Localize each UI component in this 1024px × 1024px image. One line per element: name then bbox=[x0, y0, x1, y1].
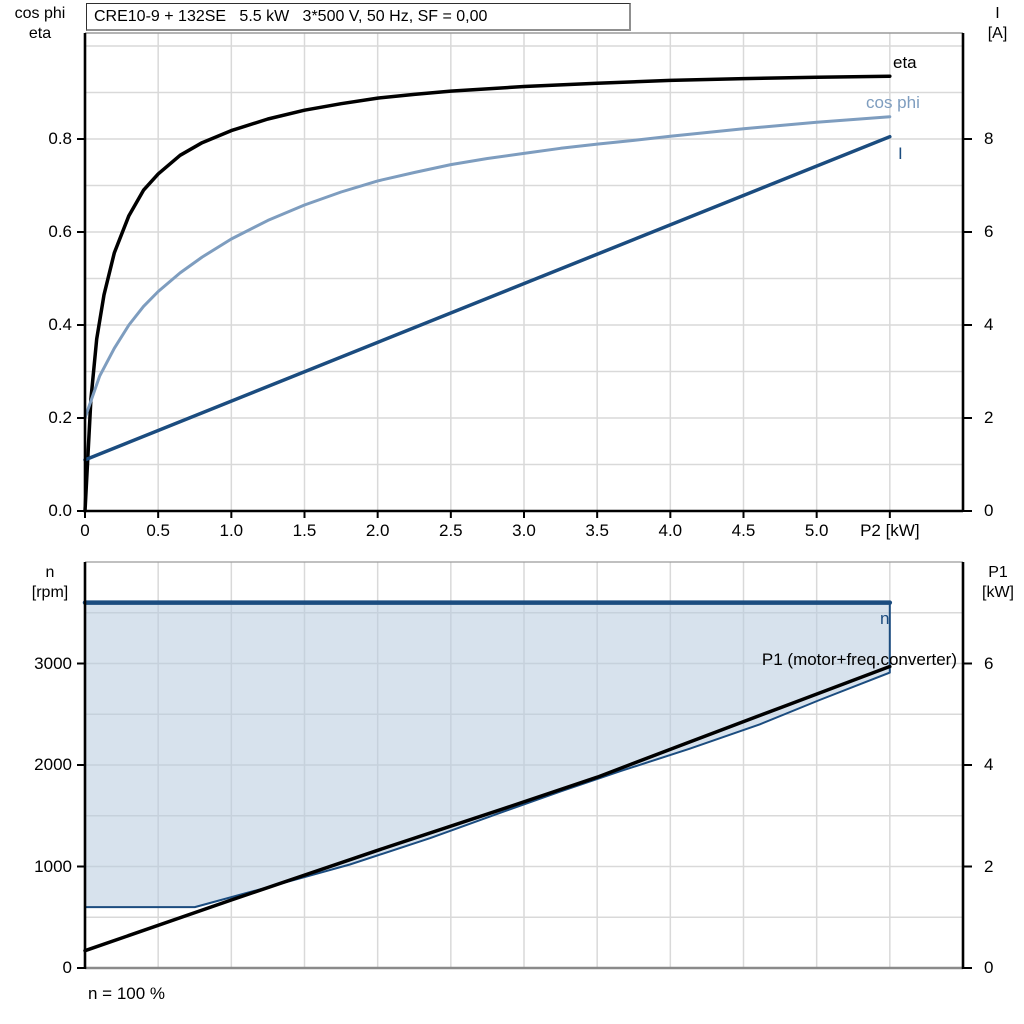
axis-label-p1-unit: [kW] bbox=[982, 584, 1014, 601]
top-x-axis-unit-label: P2 [kW] bbox=[860, 521, 920, 540]
axis-label-speed: n bbox=[45, 564, 55, 581]
curve-label-current: I bbox=[898, 144, 903, 163]
top-x-tick-label: 4.0 bbox=[658, 521, 683, 540]
curve-label-eta: eta bbox=[893, 53, 917, 72]
top-x-tick-label: 1.5 bbox=[292, 521, 317, 540]
top-curve-eta bbox=[83, 74, 892, 513]
axis-label-current-unit: [A] bbox=[987, 25, 1008, 42]
axis-label-cos-phi: cos phi bbox=[14, 5, 66, 22]
top-x-tick-label: 0.5 bbox=[146, 521, 170, 540]
top-y-left-tick-label: 0.8 bbox=[48, 129, 72, 148]
top-x-tick-label: 3.0 bbox=[512, 521, 536, 540]
top-y-right-tick-label: 8 bbox=[984, 129, 994, 148]
axis-label-current: I bbox=[995, 5, 1000, 22]
top-right-axis-label: I [A] bbox=[975, 4, 1020, 44]
top-x-tick-label: 4.5 bbox=[731, 521, 756, 540]
top-y-left-tick-label: 0.2 bbox=[48, 408, 72, 427]
top-left-axis-label: cos phi eta bbox=[8, 4, 72, 44]
top-y-right-tick-label: 0 bbox=[984, 501, 994, 520]
bottom-left-axis-label: n [rpm] bbox=[18, 563, 82, 603]
top-y-right-tick-label: 4 bbox=[984, 315, 994, 334]
axis-label-eta: eta bbox=[28, 25, 52, 42]
bottom-y-right-tick-label: 6 bbox=[984, 653, 994, 673]
axis-label-speed-unit: [rpm] bbox=[31, 584, 69, 601]
top-curve-i bbox=[83, 134, 892, 462]
top-x-tick-label: 3.5 bbox=[585, 521, 609, 540]
chart-title: CRE10-9 + 132SE 5.5 kW 3*500 V, 50 Hz, S… bbox=[94, 7, 488, 25]
curve-label-speed: n bbox=[880, 609, 890, 628]
top-x-tick-label: 0 bbox=[80, 521, 90, 540]
top-y-left-tick-label: 0.0 bbox=[48, 501, 72, 520]
bottom-y-right-tick-label: 4 bbox=[984, 755, 994, 774]
curve-label-cos-phi: cos phi bbox=[866, 93, 920, 112]
top-x-tick-label: 2.5 bbox=[439, 521, 463, 540]
top-x-tick-label: 5.0 bbox=[804, 521, 829, 540]
top-curve-cos-phi bbox=[83, 115, 892, 420]
bottom-y-left-tick-label: 3000 bbox=[34, 653, 72, 673]
speed-footnote: n = 100 % bbox=[88, 984, 166, 1003]
chart-title-box: CRE10-9 + 132SE 5.5 kW 3*500 V, 50 Hz, S… bbox=[86, 3, 631, 31]
top-x-tick-label: 2.0 bbox=[365, 521, 390, 540]
bottom-y-left-tick-label: 2000 bbox=[34, 755, 72, 774]
bottom-curve-p1-motor-freq-converter- bbox=[83, 664, 892, 953]
top-y-left-tick-label: 0.4 bbox=[48, 315, 72, 334]
top-y-left-tick-label: 0.6 bbox=[48, 222, 72, 241]
top-y-right-tick-label: 2 bbox=[984, 408, 994, 427]
bottom-y-right-tick-label: 0 bbox=[984, 958, 994, 977]
axis-label-p1: P1 bbox=[988, 564, 1008, 581]
top-y-right-tick-label: 6 bbox=[984, 222, 994, 241]
bottom-y-left-tick-label: 1000 bbox=[34, 856, 72, 876]
bottom-y-left-tick-label: 0 bbox=[62, 958, 72, 977]
bottom-right-axis-label: P1 [kW] bbox=[972, 563, 1024, 603]
bottom-y-right-tick-label: 2 bbox=[984, 856, 994, 876]
top-x-tick-label: 1.0 bbox=[219, 521, 244, 540]
curve-label-p1-input-power: P1 (motor+freq.converter) bbox=[761, 650, 957, 669]
speed-range-area bbox=[85, 602, 890, 908]
